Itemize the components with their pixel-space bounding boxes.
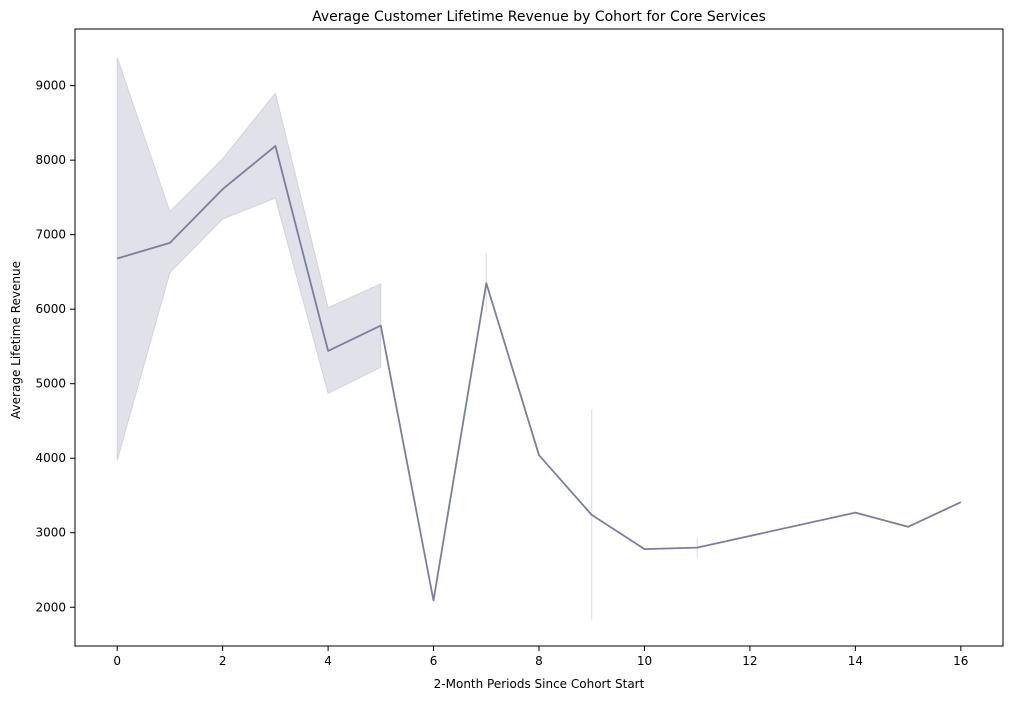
y-tick-label-9000: 9000 [35, 79, 66, 93]
series-line-layer [115, 144, 963, 603]
x-tick-label-0: 0 [113, 654, 121, 668]
x-axis-label: 2-Month Periods Since Cohort Start [434, 677, 645, 691]
confidence-band-layer [116, 57, 698, 621]
y-tick-label-6000: 6000 [35, 302, 66, 316]
data-point-3 [273, 144, 277, 148]
data-point-10 [642, 547, 646, 551]
data-point-6 [432, 599, 436, 603]
x-tick-label-16: 16 [953, 654, 968, 668]
data-point-2 [221, 187, 225, 191]
x-axis-ticks: 0 2 4 6 8 10 12 14 16 [113, 646, 968, 668]
data-point-7 [484, 281, 488, 285]
y-tick-label-8000: 8000 [35, 153, 66, 167]
data-point-0 [115, 257, 119, 261]
data-point-5 [379, 324, 383, 328]
data-point-14 [853, 511, 857, 515]
confidence-band-1 [116, 57, 382, 461]
data-point-4 [326, 349, 330, 353]
x-tick-label-10: 10 [637, 654, 652, 668]
data-point-15 [906, 525, 910, 529]
series-line [116, 145, 962, 602]
data-point-8 [537, 453, 541, 457]
x-tick-label-6: 6 [430, 654, 438, 668]
x-tick-label-12: 12 [742, 654, 757, 668]
y-axis-label: Average Lifetime Revenue [9, 261, 23, 419]
data-point-11 [695, 546, 699, 550]
axes [74, 28, 1004, 647]
data-point-1 [168, 241, 172, 245]
chart-title: Average Customer Lifetime Revenue by Coh… [312, 9, 766, 25]
plot-frame [74, 28, 1004, 647]
x-tick-label-2: 2 [219, 654, 227, 668]
y-tick-label-4000: 4000 [35, 451, 66, 465]
y-tick-label-3000: 3000 [35, 526, 66, 540]
x-tick-label-14: 14 [848, 654, 863, 668]
y-tick-label-5000: 5000 [35, 377, 66, 391]
data-point-16 [959, 500, 963, 504]
data-point-9 [590, 513, 594, 517]
y-axis-ticks: 2000 3000 4000 5000 6000 7000 8000 9000 [35, 79, 75, 614]
y-tick-label-2000: 2000 [35, 600, 66, 614]
x-tick-label-8: 8 [535, 654, 543, 668]
x-tick-label-4: 4 [324, 654, 332, 668]
y-tick-label-7000: 7000 [35, 228, 66, 242]
